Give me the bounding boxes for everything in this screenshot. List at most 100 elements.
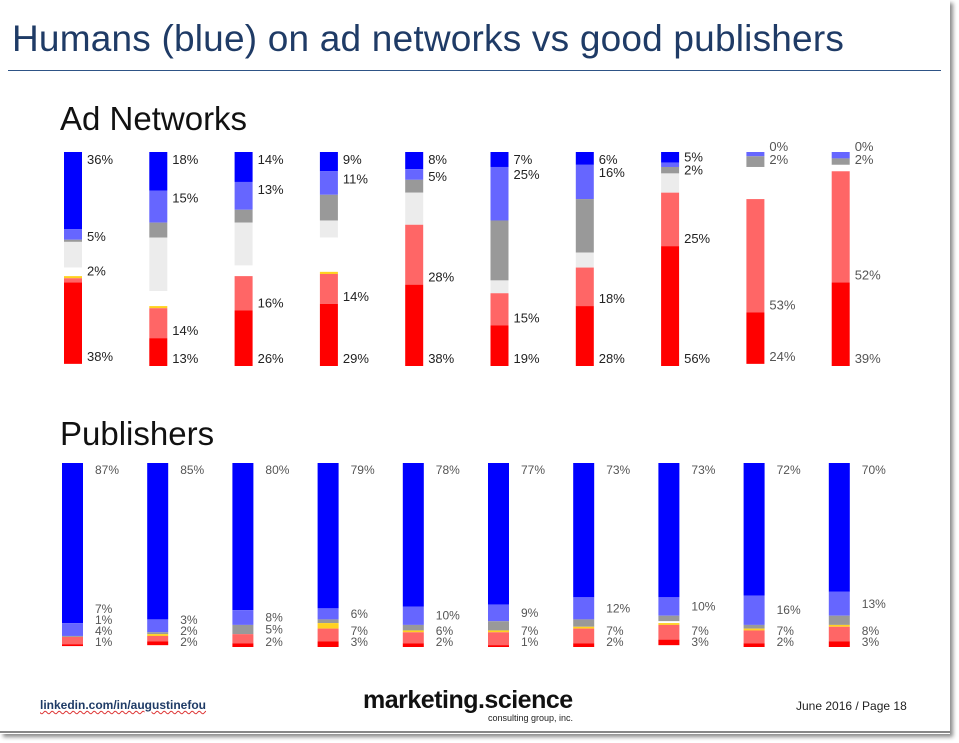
- publishers-bar-10-data-label: 8%: [862, 624, 880, 638]
- ad-networks-bar-7-segment-light-blue: [575, 164, 594, 200]
- ad-networks-bar-1-segment-yellow: [64, 276, 82, 279]
- publishers-bar-10-segment-gray: [828, 615, 850, 625]
- publishers-bar-6-segment-yellow: [488, 630, 509, 633]
- publishers-bar-8-data-label: 10%: [691, 600, 715, 614]
- ad-networks-bar-4-segment-yellow: [319, 271, 338, 274]
- brand-subtitle: consulting group, inc.: [488, 713, 574, 723]
- ad-networks-bar-5-data-label: 5%: [428, 169, 447, 184]
- publishers-bar-9-data-label: 16%: [777, 603, 801, 617]
- publishers-bar-5-segment-dark-blue: [402, 463, 424, 607]
- publishers-bar-3-segment-light-red: [232, 634, 254, 644]
- publishers-bar-7-segment-red: [573, 643, 595, 647]
- publishers-bar-2-segment-red: [147, 641, 169, 646]
- stacked-bar-charts: 36%5%2%38%18%15%14%13%14%13%16%26%9%11%1…: [62, 139, 886, 649]
- ad-networks-bar-3-segment-light-blue: [234, 181, 253, 210]
- publishers-bar-1-data-label: 7%: [95, 602, 113, 616]
- publishers-bar-10-segment-light-blue: [828, 591, 850, 616]
- linkedin-text: linkedin.com/in/augustinefou: [40, 698, 207, 712]
- publishers-bar-10-data-label: 3%: [862, 635, 880, 649]
- ad-networks-bar-4-data-label: 14%: [343, 289, 369, 304]
- publishers-bar-4-segment-yellow: [317, 623, 339, 629]
- ad-networks-bar-4-segment-light-blue: [319, 171, 338, 195]
- ad-networks-bar-5-segment-light-blue: [405, 169, 424, 180]
- ad-networks-bar-7-segment-dark-blue: [575, 152, 594, 165]
- ad-networks-bar-7-data-label: 16%: [599, 165, 625, 180]
- publishers-bar-1-data-label: 1%: [95, 613, 113, 627]
- publishers-bar-7-segment-light-blue: [573, 597, 595, 620]
- publishers-bar-3-segment-red: [232, 643, 254, 647]
- publishers-bar-3-segment-dark-blue: [232, 463, 254, 611]
- ad-networks-bar-8-data-label: 56%: [684, 351, 710, 366]
- ad-networks-bar-7-data-label: 28%: [599, 351, 625, 366]
- publishers-bar-1-data-label: 4%: [95, 624, 113, 638]
- publishers-bar-3-data-label: 2%: [265, 635, 283, 649]
- publishers-bar-7-data-label: 7%: [606, 624, 624, 638]
- publishers-bar-4-data-label: 79%: [351, 463, 375, 477]
- ad-networks-bar-8-data-label: 25%: [684, 231, 710, 246]
- publishers-bar-5-segment-gray: [402, 624, 424, 631]
- publishers-bar-5-data-label: 2%: [436, 635, 454, 649]
- footer-divider: [0, 731, 950, 733]
- publishers-bar-3-data-label: 5%: [265, 623, 283, 637]
- publishers-bar-9-segment-light-red: [743, 630, 765, 644]
- ad-networks-bar-4-data-label: 9%: [343, 152, 362, 167]
- ad-networks-bar-5-segment-red: [405, 284, 424, 366]
- ad-networks-bar-1-segment-gray: [64, 239, 82, 242]
- publishers-bar-3-data-label: 80%: [265, 463, 289, 477]
- ad-networks-bar-9-segment-light-red: [746, 199, 765, 313]
- ad-networks-bar-1-segment-light-blue: [64, 229, 82, 240]
- ad-networks-bar-6-segment-light-red: [490, 293, 509, 326]
- publishers-bar-3-segment-gray: [232, 624, 254, 635]
- publishers-bar-6-data-label: 77%: [521, 463, 545, 477]
- ad-networks-bar-8-segment-light-gray: [661, 173, 680, 193]
- ad-networks-bar-9-segment-light-blue: [746, 152, 765, 157]
- ad-networks-bar-3-segment-gray: [234, 209, 253, 223]
- ad-networks-bar-2-segment-light-gray: [149, 237, 168, 292]
- ad-networks-bar-1-data-label: 5%: [87, 229, 106, 244]
- publishers-bar-9-data-label: 72%: [777, 463, 801, 477]
- publishers-bar-6-segment-dark-blue: [488, 463, 509, 605]
- ad-networks-bar-4-data-label: 29%: [343, 351, 369, 366]
- ad-networks-bar-2-data-label: 15%: [172, 191, 198, 206]
- publishers-bar-9-segment-gray: [743, 624, 765, 629]
- publishers-bar-10-segment-light-red: [828, 626, 850, 642]
- ad-networks-bar-3-data-label: 26%: [258, 351, 284, 366]
- publishers-bar-3-segment-light-blue: [232, 610, 254, 625]
- ad-networks-bar-6-data-label: 19%: [514, 351, 540, 366]
- ad-networks-bar-5-segment-gray: [405, 179, 424, 193]
- ad-networks-bar-3-segment-red: [234, 310, 253, 366]
- linkedin-link[interactable]: linkedin.com/in/augustinefou: [40, 698, 206, 712]
- publishers-bar-1-segment-dark-blue: [62, 463, 83, 624]
- publishers-bar-4-segment-light-red: [317, 628, 339, 642]
- ad-networks-bar-10-segment-light-red: [831, 171, 850, 283]
- ad-networks-bar-8-data-label: 2%: [684, 163, 703, 178]
- publishers-bar-6-data-label: 7%: [521, 624, 539, 638]
- ad-networks-bar-5-segment-dark-blue: [405, 152, 424, 170]
- ad-networks-bar-1-segment-red: [64, 282, 82, 364]
- ad-networks-bar-6-segment-gray: [490, 220, 509, 281]
- ad-networks-bar-2-segment-gray: [149, 222, 168, 238]
- ad-networks-bar-2-segment-white: [149, 291, 168, 307]
- ad-networks-bar-2-segment-dark-blue: [149, 152, 168, 191]
- ad-networks-bar-3-segment-white: [234, 265, 253, 277]
- ad-networks-bar-4-segment-red: [319, 303, 338, 366]
- publishers-bar-5-segment-light-red: [402, 632, 424, 644]
- ad-networks-bar-8-data-label: 5%: [684, 150, 703, 165]
- ad-networks-bar-2-data-label: 18%: [172, 152, 198, 167]
- ad-networks-bar-1-data-label: 38%: [87, 349, 113, 364]
- ad-networks-bar-4-segment-light-gray: [319, 220, 338, 238]
- publishers-bar-8-segment-yellow: [658, 623, 680, 625]
- publishers-bar-8-segment-gray: [658, 615, 680, 622]
- publishers-bar-7-segment-light-red: [573, 628, 595, 644]
- publishers-bar-10-data-label: 70%: [862, 463, 886, 477]
- ad-networks-bar-2-segment-light-red: [149, 308, 168, 339]
- publishers-bar-6-data-label: 9%: [521, 606, 539, 620]
- ad-networks-bar-10-segment-gray: [831, 158, 850, 165]
- publishers-bar-10-segment-red: [828, 641, 850, 647]
- publishers-bar-8-data-label: 3%: [691, 635, 709, 649]
- ad-networks-bar-6-segment-dark-blue: [490, 152, 509, 167]
- publishers-bar-8-segment-white: [658, 621, 680, 624]
- publishers-bar-4-segment-light-blue: [317, 608, 339, 620]
- ad-networks-heading: Ad Networks: [60, 100, 248, 137]
- publishers-bar-8-segment-red: [658, 639, 680, 646]
